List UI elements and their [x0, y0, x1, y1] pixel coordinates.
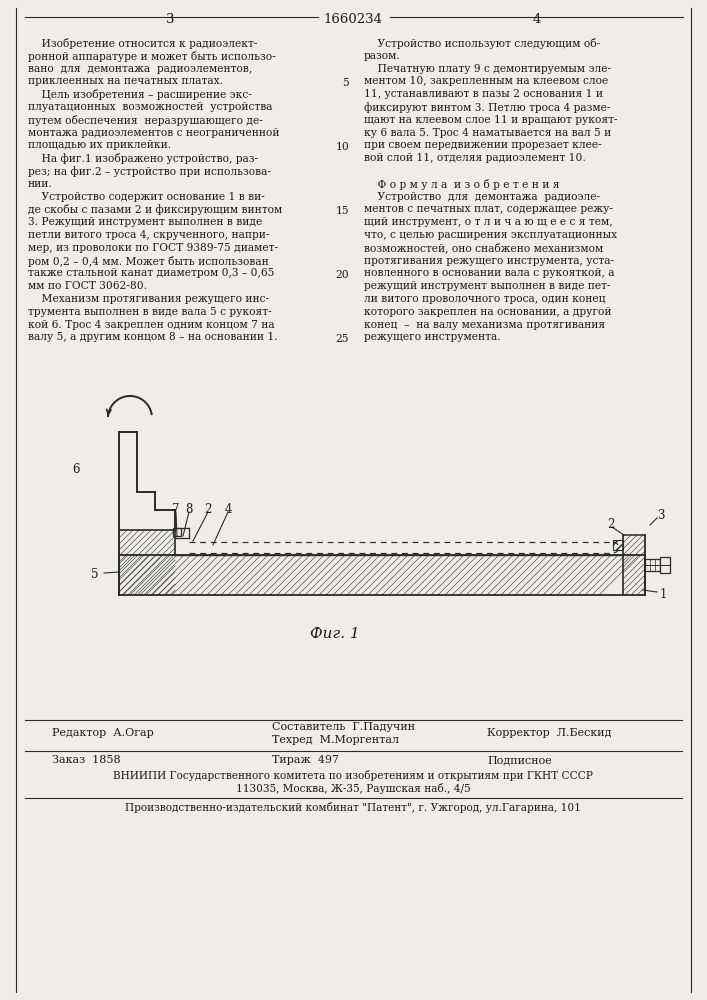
Text: 1: 1 — [660, 588, 667, 601]
Text: режущего инструмента.: режущего инструмента. — [364, 332, 501, 342]
Text: фиксируют винтом 3. Петлю троса 4 разме-: фиксируют винтом 3. Петлю троса 4 разме- — [364, 102, 611, 113]
Text: мер, из проволоки по ГОСТ 9389-75 диамет-: мер, из проволоки по ГОСТ 9389-75 диамет… — [28, 243, 278, 253]
Text: валу 5, а другим концом 8 – на основании 1.: валу 5, а другим концом 8 – на основании… — [28, 332, 278, 342]
Bar — [645, 559, 660, 571]
Text: также стальной канат диаметром 0,3 – 0,65: также стальной канат диаметром 0,3 – 0,6… — [28, 268, 274, 278]
Text: приклеенных на печатных платах.: приклеенных на печатных платах. — [28, 76, 223, 86]
Text: режущий инструмент выполнен в виде пет-: режущий инструмент выполнен в виде пет- — [364, 281, 611, 291]
Text: ли витого проволочного троса, один конец: ли витого проволочного троса, один конец — [364, 294, 605, 304]
Text: щают на клеевом слое 11 и вращают рукоят-: щают на клеевом слое 11 и вращают рукоят… — [364, 115, 618, 125]
Text: ром 0,2 – 0,4 мм. Может быть использован: ром 0,2 – 0,4 мм. Может быть использован — [28, 256, 269, 267]
Text: петли витого троса 4, скрученного, напри-: петли витого троса 4, скрученного, напри… — [28, 230, 269, 240]
Text: 25: 25 — [336, 334, 349, 344]
Text: Ф о р м у л а  и з о б р е т е н и я: Ф о р м у л а и з о б р е т е н и я — [364, 179, 559, 190]
Text: 2: 2 — [204, 503, 211, 516]
Text: Корректор  Л.Бескид: Корректор Л.Бескид — [487, 728, 612, 738]
Text: Составитель  Г.Падучин: Составитель Г.Падучин — [272, 722, 415, 732]
Bar — [613, 540, 623, 550]
Text: путем обеспечения  неразрушающего де-: путем обеспечения неразрушающего де- — [28, 115, 263, 126]
Text: рез; на фиг.2 – устройство при использова-: рез; на фиг.2 – устройство при использов… — [28, 166, 271, 177]
Text: кой 6. Трос 4 закреплен одним концом 7 на: кой 6. Трос 4 закреплен одним концом 7 н… — [28, 320, 274, 330]
Text: трумента выполнен в виде вала 5 с рукоят-: трумента выполнен в виде вала 5 с рукоят… — [28, 307, 271, 317]
Text: Цель изобретения – расширение экс-: Цель изобретения – расширение экс- — [28, 89, 252, 100]
Text: Подписное: Подписное — [487, 755, 551, 765]
Text: Редактор  А.Огар: Редактор А.Огар — [52, 728, 153, 738]
Text: 8: 8 — [185, 503, 193, 516]
Text: Тираж  497: Тираж 497 — [272, 755, 339, 765]
Text: Механизм протягивания режущего инс-: Механизм протягивания режущего инс- — [28, 294, 269, 304]
Text: 4: 4 — [224, 503, 232, 516]
Text: Техред  М.Моргентал: Техред М.Моргентал — [272, 735, 399, 745]
Text: вано  для  демонтажа  радиоэлементов,: вано для демонтажа радиоэлементов, — [28, 64, 252, 74]
Text: ВНИИПИ Государственного комитета по изобретениям и открытиям при ГКНТ СССР: ВНИИПИ Государственного комитета по изоб… — [113, 770, 593, 781]
Text: 3: 3 — [658, 509, 665, 522]
Text: плуатационных  возможностей  устройства: плуатационных возможностей устройства — [28, 102, 272, 112]
Text: Устройство содержит основание 1 в ви-: Устройство содержит основание 1 в ви- — [28, 192, 265, 202]
Text: монтажа радиоэлементов с неограниченной: монтажа радиоэлементов с неограниченной — [28, 128, 279, 138]
Text: 10: 10 — [335, 142, 349, 152]
Text: вой слой 11, отделяя радиоэлемент 10.: вой слой 11, отделяя радиоэлемент 10. — [364, 153, 586, 163]
Text: щий инструмент, о т л и ч а ю щ е е с я тем,: щий инструмент, о т л и ч а ю щ е е с я … — [364, 217, 613, 227]
Text: разом.: разом. — [364, 51, 401, 61]
Text: 5: 5 — [91, 568, 99, 581]
Text: ментов с печатных плат, содержащее режу-: ментов с печатных плат, содержащее режу- — [364, 204, 613, 214]
Text: Изобретение относится к радиоэлект-: Изобретение относится к радиоэлект- — [28, 38, 257, 49]
Text: конец  –  на валу механизма протягивания: конец – на валу механизма протягивания — [364, 320, 605, 330]
Text: ронной аппаратуре и может быть использо-: ронной аппаратуре и может быть использо- — [28, 51, 276, 62]
Bar — [660, 557, 670, 573]
Bar — [173, 528, 181, 536]
Text: Печатную плату 9 с демонтируемым эле-: Печатную плату 9 с демонтируемым эле- — [364, 64, 611, 74]
Text: 2: 2 — [607, 518, 614, 531]
Text: 4: 4 — [533, 13, 541, 26]
Text: что, с целью расширения эксплуатационных: что, с целью расширения эксплуатационных — [364, 230, 617, 240]
Text: Заказ  1858: Заказ 1858 — [52, 755, 121, 765]
Text: 20: 20 — [335, 270, 349, 280]
Text: площадью их приклейки.: площадью их приклейки. — [28, 140, 171, 150]
Text: ку 6 вала 5. Трос 4 наматывается на вал 5 и: ку 6 вала 5. Трос 4 наматывается на вал … — [364, 128, 612, 138]
Text: Устройство используют следующим об-: Устройство используют следующим об- — [364, 38, 600, 49]
Text: На фиг.1 изображено устройство, раз-: На фиг.1 изображено устройство, раз- — [28, 153, 258, 164]
Text: при своем передвижении прорезает клее-: при своем передвижении прорезает клее- — [364, 140, 602, 150]
Text: 113035, Москва, Ж-35, Раушская наб., 4/5: 113035, Москва, Ж-35, Раушская наб., 4/5 — [235, 783, 470, 794]
Text: которого закреплен на основании, а другой: которого закреплен на основании, а друго… — [364, 307, 612, 317]
Text: 3. Режущий инструмент выполнен в виде: 3. Режущий инструмент выполнен в виде — [28, 217, 262, 227]
Text: мм по ГОСТ 3062-80.: мм по ГОСТ 3062-80. — [28, 281, 147, 291]
Text: 6: 6 — [72, 463, 79, 476]
Text: Производственно-издательский комбинат "Патент", г. Ужгород, ул.Гагарина, 101: Производственно-издательский комбинат "П… — [125, 802, 581, 813]
Text: 3: 3 — [165, 13, 174, 26]
Text: протягивания режущего инструмента, уста-: протягивания режущего инструмента, уста- — [364, 256, 614, 266]
Text: де скобы с пазами 2 и фиксирующим винтом: де скобы с пазами 2 и фиксирующим винтом — [28, 204, 282, 215]
Text: ментом 10, закрепленным на клеевом слое: ментом 10, закрепленным на клеевом слое — [364, 76, 608, 86]
Text: нии.: нии. — [28, 179, 53, 189]
Text: Устройство  для  демонтажа  радиоэле-: Устройство для демонтажа радиоэле- — [364, 192, 600, 202]
Text: 5: 5 — [342, 78, 349, 88]
Text: 15: 15 — [335, 206, 349, 216]
Text: 7: 7 — [173, 503, 180, 516]
Text: 11, устанавливают в пазы 2 основания 1 и: 11, устанавливают в пазы 2 основания 1 и — [364, 89, 603, 99]
Text: Фиг. 1: Фиг. 1 — [310, 627, 360, 641]
Text: возможностей, оно снабжено механизмом: возможностей, оно снабжено механизмом — [364, 243, 603, 254]
Text: 1660234: 1660234 — [324, 13, 382, 26]
Text: новленного в основании вала с рукояткой, а: новленного в основании вала с рукояткой,… — [364, 268, 614, 278]
